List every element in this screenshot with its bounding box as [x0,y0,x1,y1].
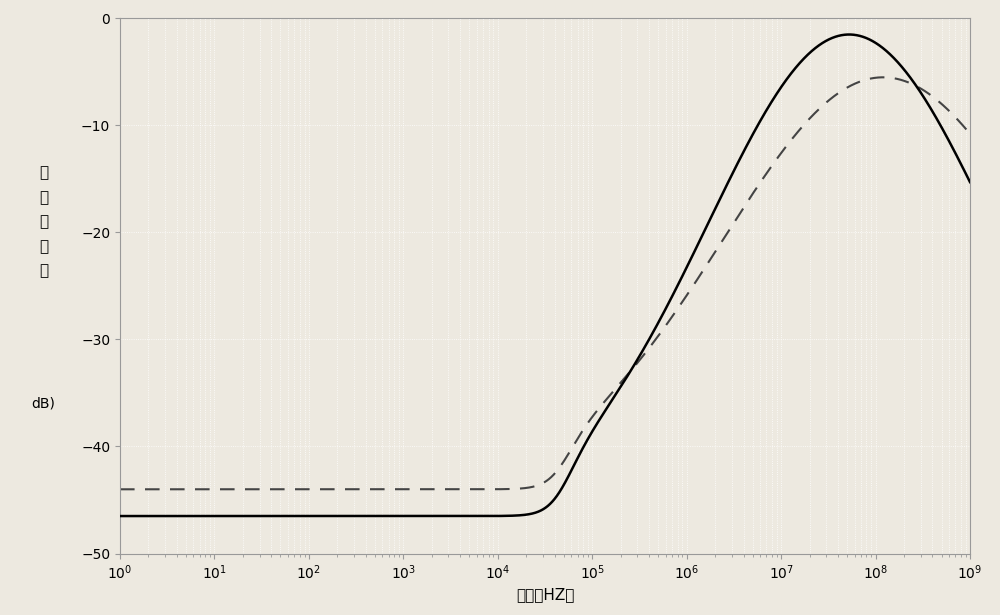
Text: 电
源
抑
制
比: 电 源 抑 制 比 [39,165,48,279]
Text: dB): dB) [32,397,55,411]
X-axis label: 频率（HZ）: 频率（HZ） [516,587,574,602]
